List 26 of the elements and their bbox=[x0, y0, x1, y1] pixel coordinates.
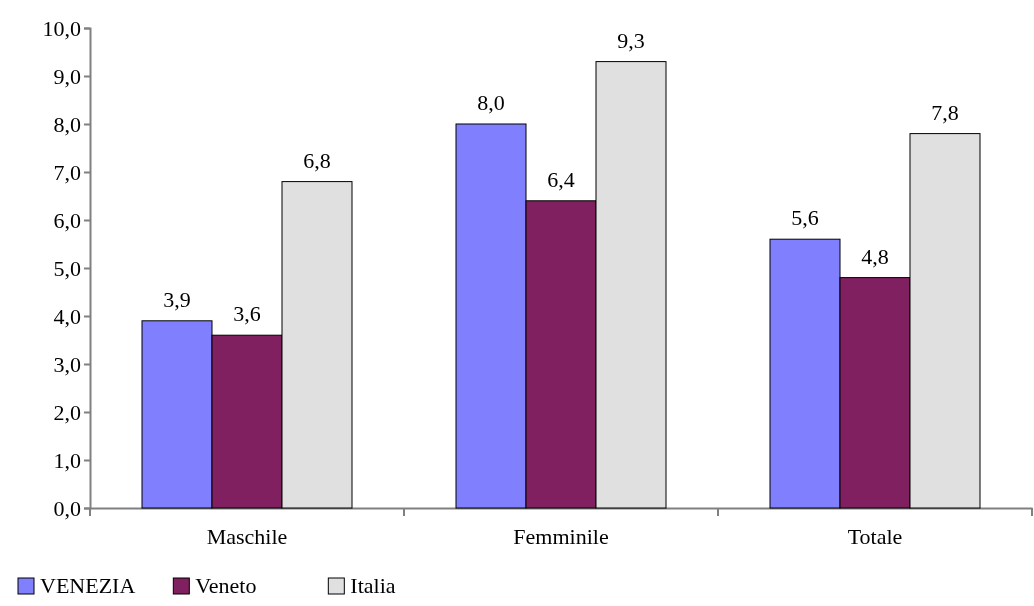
x-tick-label: Femminile bbox=[513, 524, 609, 549]
y-tick-label: 8,0 bbox=[53, 111, 81, 137]
text: 4,8 bbox=[861, 243, 889, 269]
text: 6,4 bbox=[547, 166, 575, 192]
y-tick-label: 3,0 bbox=[53, 351, 81, 377]
y-tick-label: 1,0 bbox=[53, 447, 81, 473]
y-tick-label: 10,0 bbox=[42, 15, 81, 41]
y-tick-label: 9,0 bbox=[53, 63, 81, 89]
text: 8,0 bbox=[477, 90, 505, 115]
y-tick-label: 5,0 bbox=[53, 255, 81, 281]
text: 5,6 bbox=[791, 205, 819, 231]
y-tick-label: 0,0 bbox=[53, 495, 81, 521]
y-tick-label: 2,0 bbox=[53, 399, 81, 425]
legend-label: Italia bbox=[350, 573, 396, 598]
text: 6,8 bbox=[303, 147, 331, 173]
x-tick-label: Totale bbox=[847, 524, 903, 549]
legend-label: Veneto bbox=[195, 573, 257, 598]
text: 3,6 bbox=[233, 301, 261, 327]
legend-label: VENEZIA bbox=[40, 573, 136, 598]
text: 7,8 bbox=[931, 99, 959, 125]
text: 3,9 bbox=[163, 286, 191, 312]
x-tick-label: Maschile bbox=[206, 524, 288, 549]
y-tick-label: 6,0 bbox=[53, 207, 81, 233]
y-tick-label: 4,0 bbox=[53, 303, 81, 329]
y-tick-label: 7,0 bbox=[53, 159, 81, 185]
text: 9,3 bbox=[617, 27, 645, 53]
